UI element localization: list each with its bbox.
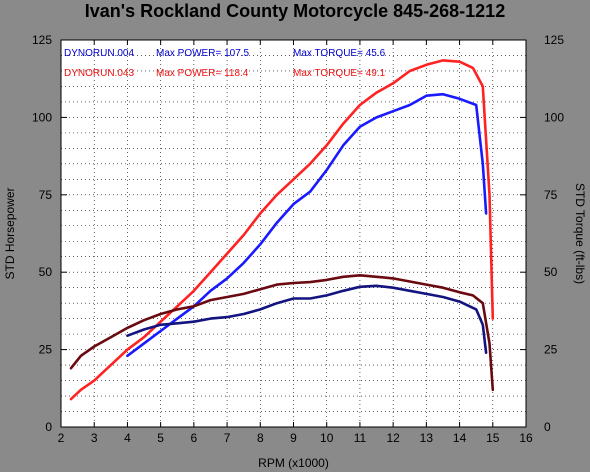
y-tick-label-left: 75	[39, 188, 53, 202]
chart-title: Ivan's Rockland County Motorcycle 845-26…	[84, 1, 506, 21]
series-line-0	[126, 92, 488, 358]
legend-max-torque: Max TORQUE= 49.1	[293, 68, 386, 79]
y-axis-label-right: STD Torque (ft-lbs)	[573, 183, 587, 284]
x-tick-label: 13	[420, 431, 434, 445]
legend-max-power: Max POWER= 107.5	[156, 48, 250, 59]
x-axis-label: RPM (x1000)	[258, 456, 329, 470]
x-tick-label: 5	[157, 431, 164, 445]
legend-run-name: DYNORUN.004	[64, 48, 134, 59]
x-tick-label: 11	[354, 431, 367, 445]
y-tick-label-right: 100	[544, 110, 564, 124]
x-tick-label: 15	[486, 431, 500, 445]
series-line-1	[69, 59, 495, 401]
x-tick-label: 14	[453, 431, 467, 445]
x-tick-label: 10	[320, 431, 334, 445]
y-tick-label-right: 75	[544, 188, 558, 202]
legend-max-power: Max POWER= 118.4	[156, 68, 249, 79]
y-tick-label-left: 125	[32, 33, 52, 47]
x-tick-label: 2	[58, 431, 65, 445]
legend-max-torque: Max TORQUE= 45.6	[293, 48, 386, 59]
y-tick-label-left: 0	[45, 420, 52, 434]
y-tick-label-right: 50	[544, 265, 558, 279]
x-tick-label: 16	[519, 431, 533, 445]
y-tick-label-right: 125	[544, 33, 564, 47]
x-tick-label: 4	[124, 431, 131, 445]
x-tick-label: 9	[290, 431, 297, 445]
x-tick-label: 3	[91, 431, 98, 445]
series-line-3	[69, 273, 495, 392]
y-tick-label-left: 100	[32, 110, 52, 124]
y-tick-label-right: 25	[544, 343, 558, 357]
y-tick-label-right: 0	[544, 420, 551, 434]
x-tick-label: 12	[386, 431, 400, 445]
x-tick-label: 7	[224, 431, 231, 445]
x-tick-label: 8	[257, 431, 264, 445]
y-axis-label-left: STD Horsepower	[3, 187, 17, 279]
y-tick-label-left: 50	[39, 265, 53, 279]
series-line-2	[126, 284, 488, 355]
legend-run-name: DYNORUN.043	[64, 68, 134, 79]
y-tick-label-left: 25	[39, 343, 53, 357]
x-tick-label: 6	[191, 431, 198, 445]
plot-area	[60, 39, 527, 428]
